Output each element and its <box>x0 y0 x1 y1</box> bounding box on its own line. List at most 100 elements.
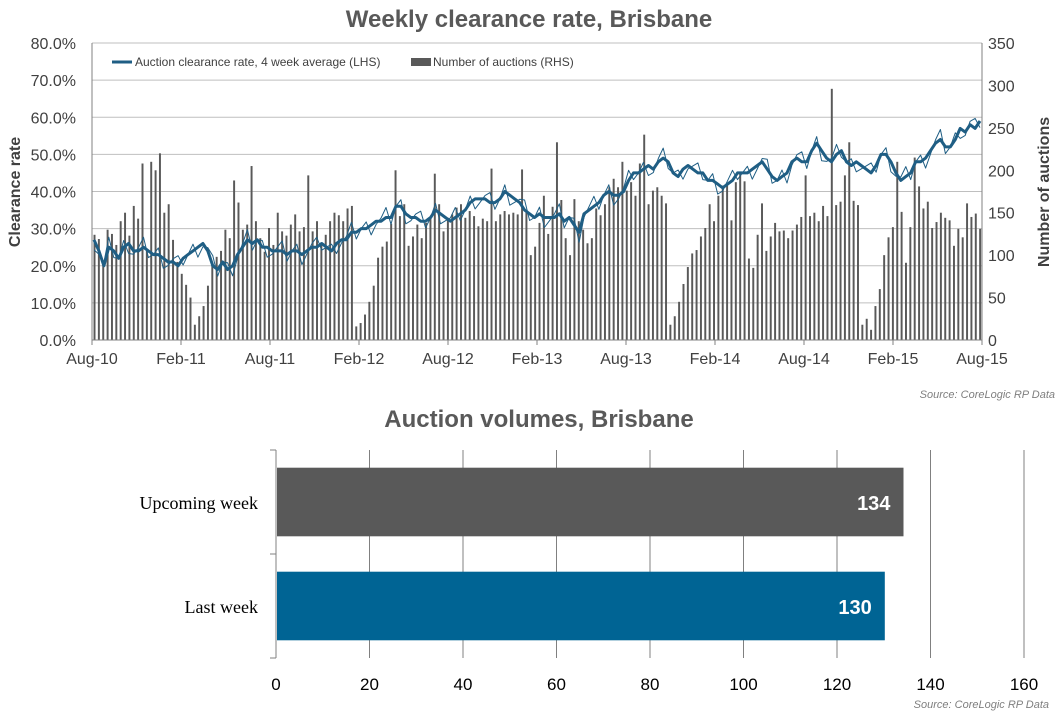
bottom-chart-x-tick-label: 160 <box>1010 675 1038 694</box>
auction-count-bar <box>512 212 515 340</box>
auction-count-bar <box>403 204 406 340</box>
auction-count-bar <box>412 236 414 340</box>
auction-count-bar <box>115 244 118 340</box>
auction-count-bar <box>342 221 345 340</box>
auction-count-bar <box>254 221 257 340</box>
auction-count-bar <box>878 289 881 340</box>
auction-count-bar <box>830 88 833 340</box>
auction-count-bar <box>979 228 982 340</box>
auction-count-bar <box>813 212 816 340</box>
auction-count-bar <box>289 224 292 340</box>
auction-count-bar <box>551 206 554 340</box>
bottom-chart-x-tick-label: 120 <box>823 675 851 694</box>
top-chart-right-tick-label: 150 <box>988 206 1015 223</box>
top-chart-x-tick-label: Aug-11 <box>245 351 296 368</box>
clearance-rate-weekly-line <box>93 117 981 277</box>
bottom-chart-bars: 134 Upcoming week 130 Last week <box>140 467 904 641</box>
auction-count-bar <box>176 261 179 340</box>
top-chart-left-tick-label: 60.0% <box>31 110 76 127</box>
auction-count-bar <box>263 251 266 340</box>
auction-count-bar <box>874 306 877 340</box>
auction-count-bar <box>394 170 397 340</box>
auction-count-bar <box>608 187 611 340</box>
top-chart-right-tick-label: 50 <box>988 291 1006 308</box>
auction-count-bar <box>167 204 170 340</box>
top-chart-x-axis: Aug-10 Feb-11 Aug-11 Feb-12 Aug-12 Feb-13 Aug-… <box>66 340 1008 368</box>
top-chart-x-tick-label: Feb-11 <box>156 351 206 368</box>
auction-count-bar <box>198 316 201 340</box>
auction-count-bar <box>970 216 973 340</box>
top-chart-left-tick-label: 80.0% <box>31 36 76 53</box>
auction-count-bar <box>451 214 454 340</box>
auction-count-bar <box>948 220 951 340</box>
auction-count-bar <box>656 187 659 340</box>
auction-count-bar <box>547 233 550 340</box>
auction-count-bar <box>603 204 606 340</box>
top-chart-bars <box>93 88 982 340</box>
auction-count-bar <box>939 212 942 340</box>
auction-count-bar <box>564 238 567 340</box>
auction-count-bar <box>721 185 724 340</box>
auction-count-bar <box>215 256 218 340</box>
volume-bar-value: 130 <box>838 597 871 619</box>
auction-count-bar <box>516 214 519 340</box>
top-chart-x-tick-label: Feb-13 <box>512 351 563 368</box>
auction-count-bar <box>416 224 419 340</box>
auction-count-bar <box>106 229 109 340</box>
auction-count-bar <box>905 262 907 340</box>
auction-count-bar <box>193 324 196 340</box>
top-chart-right-tick-label: 250 <box>988 121 1015 138</box>
auction-count-bar <box>202 306 205 340</box>
auction-count-bar <box>507 214 510 340</box>
auction-count-bar <box>381 246 384 340</box>
legend-line-label: Auction clearance rate, 4 week average (… <box>135 55 380 69</box>
auction-count-bar <box>909 227 912 340</box>
auction-count-bar <box>638 163 641 340</box>
auction-count-bar <box>473 216 476 340</box>
auction-count-bar <box>433 173 436 340</box>
auction-count-bar <box>307 175 310 340</box>
auction-count-bar <box>839 201 842 340</box>
auction-count-bar <box>569 255 572 340</box>
top-chart-x-tick-label: Aug-14 <box>778 351 830 368</box>
auction-count-bar <box>586 243 589 340</box>
top-chart-x-tick-label: Aug-10 <box>66 351 118 368</box>
auction-count-bar <box>276 212 279 340</box>
auction-count-bar <box>137 218 140 340</box>
auction-count-bar <box>486 221 489 340</box>
bottom-chart-source: Source: CoreLogic RP Data <box>914 699 1049 711</box>
bottom-chart-x-axis: 0 20 40 60 80 100 120 140 160 <box>271 675 1038 694</box>
auction-count-bar <box>935 222 938 340</box>
auction-count-bar <box>673 316 676 340</box>
auction-count-bar <box>224 229 227 340</box>
auction-count-bar <box>573 199 576 340</box>
auction-count-bar <box>861 324 864 340</box>
auction-count-bar <box>150 161 153 340</box>
auction-count-bar <box>185 284 188 340</box>
auction-count-bar <box>713 221 715 340</box>
auction-count-bar <box>534 246 537 340</box>
auction-count-bar <box>883 255 886 340</box>
bottom-chart-x-tick-label: 60 <box>547 675 566 694</box>
auction-count-bar <box>625 190 628 340</box>
auction-count-bar <box>320 243 323 340</box>
auction-count-bar <box>359 323 362 340</box>
top-chart-x-tick-label: Feb-12 <box>334 351 385 368</box>
auction-count-bar <box>730 220 733 340</box>
auction-count-bar <box>669 324 672 340</box>
top-chart-left-axis: 0.0% 10.0% 20.0% 30.0% 40.0% 50.0% 60.0% 70.0% 8… <box>31 36 76 350</box>
auction-count-bar <box>490 168 493 340</box>
legend-bar-label: Number of auctions (RHS) <box>433 55 574 69</box>
top-chart-right-tick-label: 0 <box>988 333 997 350</box>
top-chart-x-tick-label: Aug-15 <box>956 351 1008 368</box>
bottom-chart-x-tick-label: 80 <box>641 675 660 694</box>
top-chart-line <box>92 117 982 277</box>
auction-count-bar <box>896 161 899 340</box>
auction-count-bar <box>385 241 388 340</box>
auction-count-bar <box>158 153 161 340</box>
auction-count-bar <box>857 205 859 340</box>
auction-count-bar <box>220 250 223 340</box>
top-chart-right-tick-label: 200 <box>988 163 1015 180</box>
auction-count-bar <box>848 142 851 340</box>
auction-count-bar <box>704 227 707 340</box>
